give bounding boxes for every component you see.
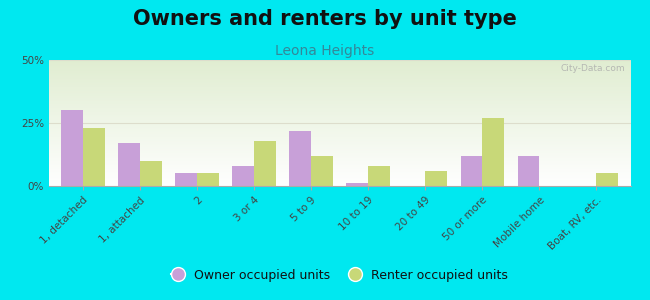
Bar [176, 173, 197, 186]
Bar [83, 128, 105, 186]
Bar [254, 141, 276, 186]
Bar [140, 161, 162, 186]
Bar [118, 143, 140, 186]
Bar [482, 118, 504, 186]
Bar [346, 184, 368, 186]
Text: Owners and renters by unit type: Owners and renters by unit type [133, 9, 517, 29]
Bar [311, 156, 333, 186]
Bar [61, 110, 83, 186]
Bar [596, 173, 618, 186]
Bar [197, 173, 218, 186]
Bar [233, 166, 254, 186]
Text: City-Data.com: City-Data.com [560, 64, 625, 73]
Bar [461, 156, 482, 186]
Bar [517, 156, 539, 186]
Legend: Owner occupied units, Renter occupied units: Owner occupied units, Renter occupied un… [166, 264, 513, 287]
Bar [368, 166, 390, 186]
Bar [425, 171, 447, 186]
Text: Leona Heights: Leona Heights [276, 44, 374, 58]
Bar [289, 130, 311, 186]
